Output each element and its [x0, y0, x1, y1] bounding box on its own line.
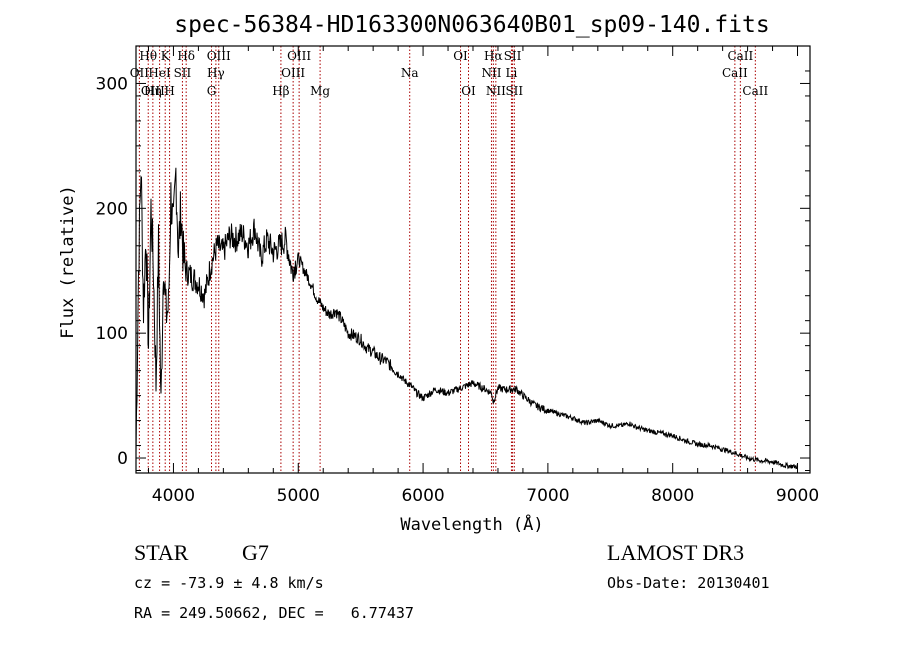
- spectral-line-label: Mg: [310, 84, 330, 98]
- spectral-line-label: SII: [174, 66, 192, 80]
- coordinates-readout: RA = 249.50662, DEC = 6.77437: [134, 604, 414, 622]
- x-tick-label: 6000: [401, 486, 444, 506]
- y-tick-label: 100: [96, 324, 128, 344]
- spectral-line-label: G: [207, 84, 217, 98]
- plot-frame: [135, 45, 811, 474]
- velocity-readout: cz = -73.9 ± 4.8 km/s: [134, 574, 324, 592]
- spectral-line-label: NII: [486, 84, 506, 98]
- x-tick-label: 9000: [776, 486, 819, 506]
- spectral-line-label: OI: [453, 49, 468, 63]
- axis-ticks: 4000 5000 6000 7000 8000 9000 0 100 200 300: [96, 45, 819, 506]
- y-tick-label: 300: [96, 74, 128, 94]
- spectral-line-label: OIII: [207, 49, 231, 63]
- spectral-line-label: HeI: [148, 66, 171, 80]
- spectral-line-label: NII: [481, 66, 501, 80]
- obs-date: Obs-Date: 20130401: [607, 574, 770, 592]
- spectral-line-label: OI: [461, 84, 476, 98]
- x-tick-label: 4000: [152, 486, 195, 506]
- spectral-line-label: CaII: [727, 49, 753, 63]
- x-tick-label: 5000: [277, 486, 320, 506]
- chart-title: spec-56384-HD163300N063640B01_sp09-140.f…: [174, 12, 769, 38]
- flux-series-line: [135, 167, 798, 470]
- spectral-line-label: CaII: [722, 66, 748, 80]
- spectral-line-label: Hθ: [139, 49, 157, 63]
- x-tick-label: 8000: [651, 486, 694, 506]
- x-axis-label: Wavelength (Å): [400, 513, 543, 535]
- spectral-line-label: SII: [504, 49, 522, 63]
- x-tick-label: 7000: [526, 486, 569, 506]
- object-subclass: G7: [242, 540, 269, 565]
- spectral-line-label: OIII: [141, 84, 165, 98]
- spectral-line-label: OIII: [281, 66, 305, 80]
- spectral-line-label: Hα: [484, 49, 503, 63]
- spectral-line-label: H: [164, 84, 174, 98]
- spectral-line-label: Li: [506, 66, 518, 80]
- spectral-lines-layer: [138, 46, 756, 473]
- spectral-line-label: K: [161, 49, 171, 63]
- spectral-line-label: Na: [401, 66, 419, 80]
- object-class: STAR: [134, 540, 189, 565]
- spectral-line-label: Hδ: [177, 49, 195, 63]
- spectral-line-label: OII: [130, 66, 150, 80]
- spectral-line-label: Hβ: [272, 84, 289, 98]
- spectral-line-label: OIII: [287, 49, 311, 63]
- spectral-line-label: Hγ: [207, 66, 225, 80]
- spectral-line-label: Hη: [144, 84, 162, 98]
- y-tick-label: 0: [117, 449, 128, 469]
- survey-name: LAMOST DR3: [607, 540, 745, 565]
- y-tick-label: 200: [96, 199, 128, 219]
- spectral-line-label: CaII: [742, 84, 768, 98]
- y-axis-label: Flux (relative): [58, 185, 78, 339]
- spectral-line-label: SII: [505, 84, 523, 98]
